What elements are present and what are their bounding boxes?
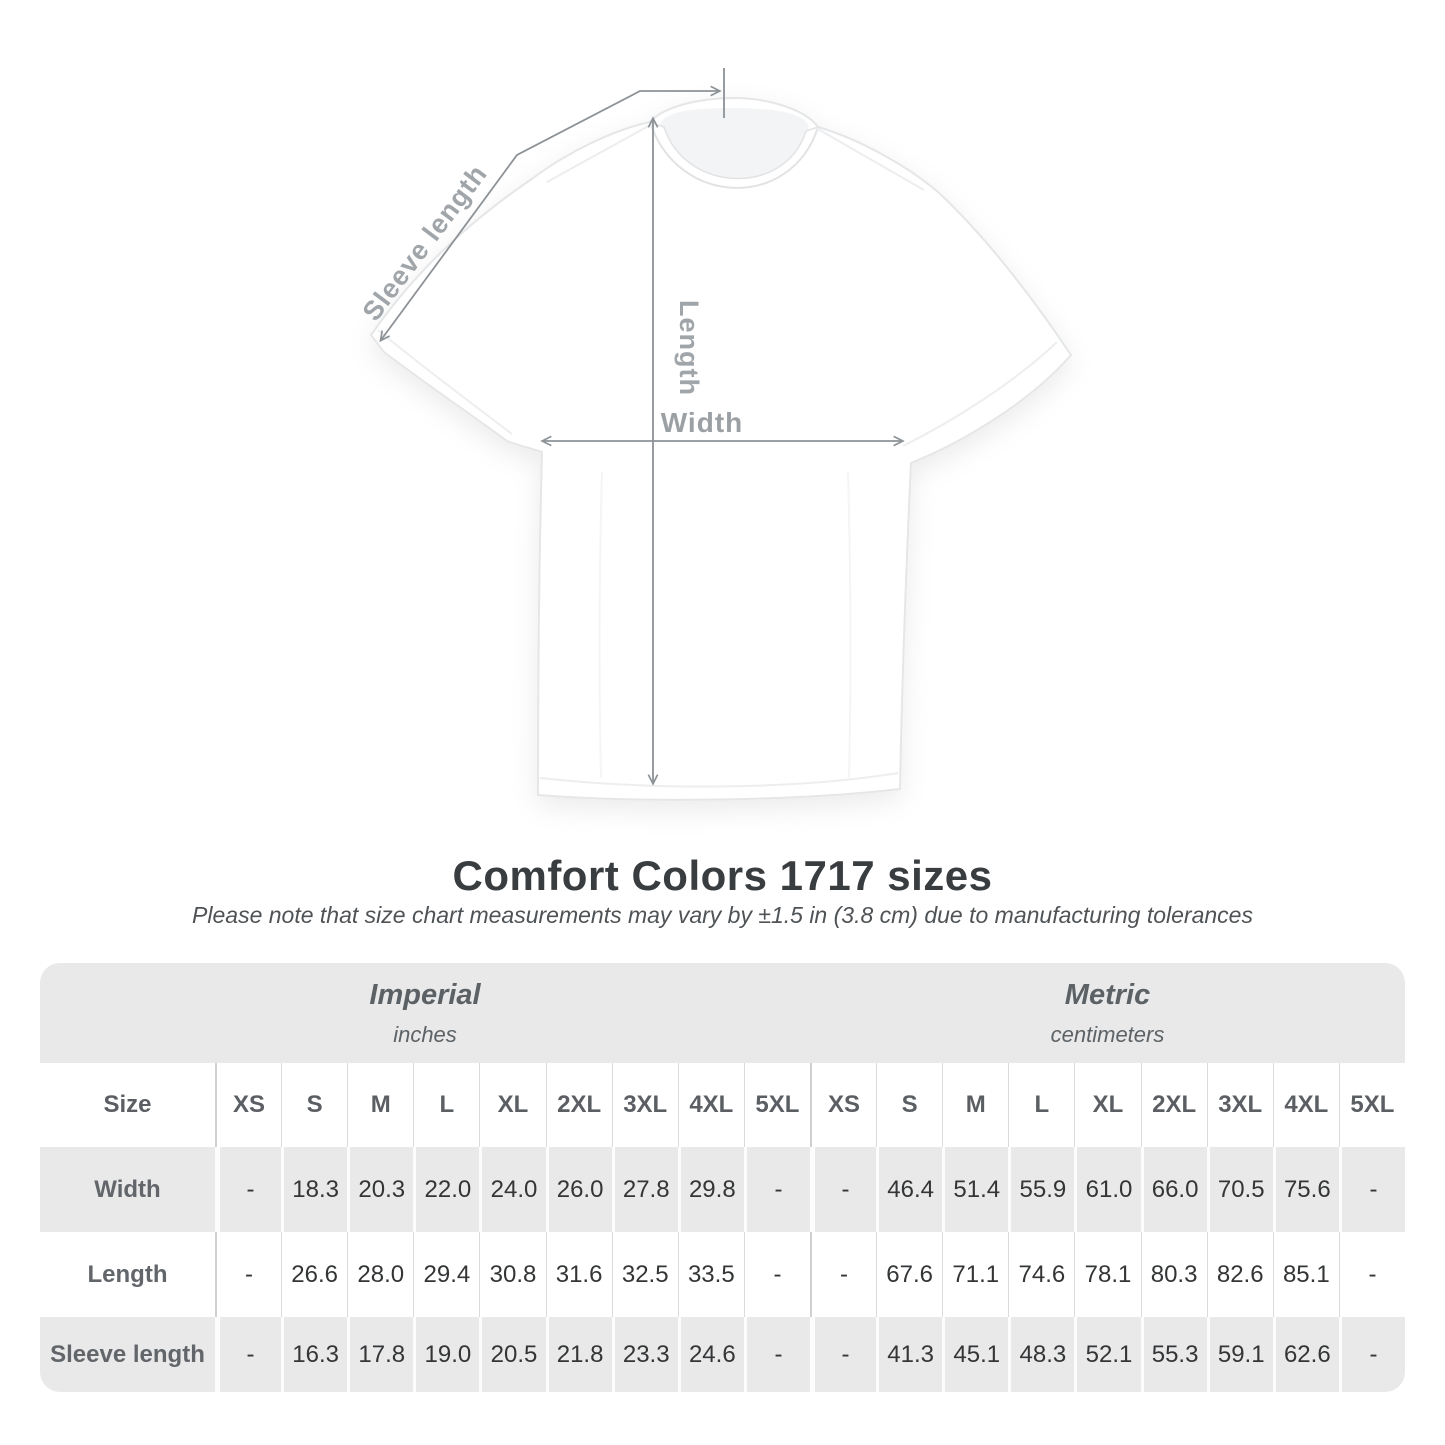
cell-sleeve-length-imperial-5xl: -: [743, 1317, 810, 1392]
cell-length-imperial-m: 28.0: [347, 1232, 414, 1317]
fabric-crease-left: [598, 471, 603, 779]
cell-width-metric-4xl: 75.6: [1272, 1147, 1339, 1232]
cell-width-imperial-4xl: 29.8: [677, 1147, 744, 1232]
cell-sleeve-length-metric-3xl: 59.1: [1206, 1317, 1273, 1392]
bottom-hem: [539, 772, 899, 788]
cell-sleeve-length-imperial-3xl: 23.3: [611, 1317, 678, 1392]
cell-length-imperial-s: 26.6: [281, 1232, 348, 1317]
cell-sleeve-length-imperial-l: 19.0: [413, 1317, 480, 1392]
col-header-imperial-2xl: 2XL: [545, 1063, 612, 1147]
cell-length-metric-s: 67.6: [876, 1232, 943, 1317]
cell-length-imperial-l: 29.4: [413, 1232, 480, 1317]
cell-length-metric-2xl: 80.3: [1140, 1232, 1207, 1317]
cell-width-metric-3xl: 70.5: [1206, 1147, 1273, 1232]
cell-length-metric-5xl: -: [1338, 1232, 1405, 1317]
cell-sleeve-length-imperial-4xl: 24.6: [677, 1317, 744, 1392]
cell-sleeve-length-metric-xs: -: [810, 1317, 877, 1392]
sleeve-length-arrow: [381, 91, 719, 340]
col-header-imperial-xs: XS: [215, 1063, 282, 1147]
tolerance-note: Please note that size chart measurements…: [192, 902, 1253, 928]
cell-width-imperial-l: 22.0: [413, 1147, 480, 1232]
col-header-metric-m: M: [942, 1063, 1009, 1147]
cell-width-imperial-xs: -: [215, 1147, 282, 1232]
cell-length-metric-m: 71.1: [942, 1232, 1009, 1317]
shoulder-seam-right: [815, 127, 925, 191]
cell-width-imperial-2xl: 26.0: [545, 1147, 612, 1232]
cell-sleeve-length-metric-2xl: 55.3: [1140, 1317, 1207, 1392]
row-label-length: Length: [40, 1232, 215, 1317]
fabric-crease-right: [847, 471, 852, 779]
cell-width-imperial-5xl: -: [743, 1147, 810, 1232]
page-title: Comfort Colors 1717 sizes: [452, 852, 993, 899]
cell-length-imperial-5xl: -: [743, 1232, 810, 1317]
cell-width-metric-s: 46.4: [876, 1147, 943, 1232]
cell-length-imperial-2xl: 31.6: [545, 1232, 612, 1317]
col-header-metric-2xl: 2XL: [1140, 1063, 1207, 1147]
tshirt-diagram-svg: Sleeve length Length Width: [357, 68, 1073, 801]
cell-width-imperial-3xl: 27.8: [611, 1147, 678, 1232]
imperial-unit: inches: [393, 1021, 457, 1047]
row-label-width: Width: [40, 1147, 215, 1232]
col-header-imperial-4xl: 4XL: [677, 1063, 744, 1147]
measurement-lines: [381, 68, 902, 783]
imperial-header-group: Imperial inches: [40, 963, 810, 1063]
size-table: Imperial inches Metric centimeters Size X…: [40, 963, 1405, 1392]
col-header-imperial-m: M: [347, 1063, 414, 1147]
cell-sleeve-length-metric-l: 48.3: [1008, 1317, 1075, 1392]
cell-sleeve-length-imperial-m: 17.8: [347, 1317, 414, 1392]
col-header-metric-s: S: [876, 1063, 943, 1147]
col-header-imperial-s: S: [281, 1063, 348, 1147]
cell-length-imperial-4xl: 33.5: [677, 1232, 744, 1317]
metric-unit: centimeters: [1050, 1021, 1165, 1047]
col-header-imperial-l: L: [413, 1063, 480, 1147]
cell-length-metric-4xl: 85.1: [1272, 1232, 1339, 1317]
tshirt-measurement-diagram: Sleeve length Length Width: [357, 68, 1073, 801]
cell-width-metric-m: 51.4: [942, 1147, 1009, 1232]
col-header-metric-3xl: 3XL: [1206, 1063, 1273, 1147]
cell-length-metric-l: 74.6: [1008, 1232, 1075, 1317]
cell-sleeve-length-imperial-xs: -: [215, 1317, 282, 1392]
cell-length-imperial-xs: -: [215, 1232, 282, 1317]
length-label: Length: [674, 300, 704, 396]
cell-sleeve-length-imperial-s: 16.3: [281, 1317, 348, 1392]
col-header-metric-xs: XS: [810, 1063, 877, 1147]
metric-header-group: Metric centimeters: [810, 963, 1405, 1063]
cell-sleeve-length-metric-s: 41.3: [876, 1317, 943, 1392]
cell-width-imperial-xl: 24.0: [479, 1147, 546, 1232]
cell-width-metric-5xl: -: [1338, 1147, 1405, 1232]
cell-width-imperial-m: 20.3: [347, 1147, 414, 1232]
row-label-sleeve-length: Sleeve length: [40, 1317, 215, 1392]
cell-width-metric-l: 55.9: [1008, 1147, 1075, 1232]
cell-width-metric-xs: -: [810, 1147, 877, 1232]
size-corner-label: Size: [40, 1063, 215, 1147]
col-header-imperial-xl: XL: [479, 1063, 546, 1147]
cell-sleeve-length-imperial-2xl: 21.8: [545, 1317, 612, 1392]
cell-length-imperial-3xl: 32.5: [611, 1232, 678, 1317]
cell-sleeve-length-metric-m: 45.1: [942, 1317, 1009, 1392]
sleeve-hem-right: [902, 341, 1058, 447]
cell-width-metric-2xl: 66.0: [1140, 1147, 1207, 1232]
metric-label: Metric: [1064, 978, 1151, 1011]
cell-width-metric-xl: 61.0: [1074, 1147, 1141, 1232]
cell-length-metric-xs: -: [810, 1232, 877, 1317]
col-header-metric-l: L: [1008, 1063, 1075, 1147]
cell-length-metric-xl: 78.1: [1074, 1232, 1141, 1317]
tshirt-illustration: [369, 96, 1073, 801]
cell-sleeve-length-imperial-xl: 20.5: [479, 1317, 546, 1392]
col-header-metric-xl: XL: [1074, 1063, 1141, 1147]
col-header-metric-5xl: 5XL: [1338, 1063, 1405, 1147]
cell-length-imperial-xl: 30.8: [479, 1232, 546, 1317]
col-header-imperial-3xl: 3XL: [611, 1063, 678, 1147]
imperial-label: Imperial: [369, 978, 481, 1011]
cell-length-metric-3xl: 82.6: [1206, 1232, 1273, 1317]
col-header-imperial-5xl: 5XL: [743, 1063, 810, 1147]
sleeve-hem-left: [377, 329, 513, 435]
cell-sleeve-length-metric-xl: 52.1: [1074, 1317, 1141, 1392]
cell-sleeve-length-metric-4xl: 62.6: [1272, 1317, 1339, 1392]
width-label: Width: [661, 407, 744, 438]
cell-width-imperial-s: 18.3: [281, 1147, 348, 1232]
col-header-metric-4xl: 4XL: [1272, 1063, 1339, 1147]
cell-sleeve-length-metric-5xl: -: [1338, 1317, 1405, 1392]
